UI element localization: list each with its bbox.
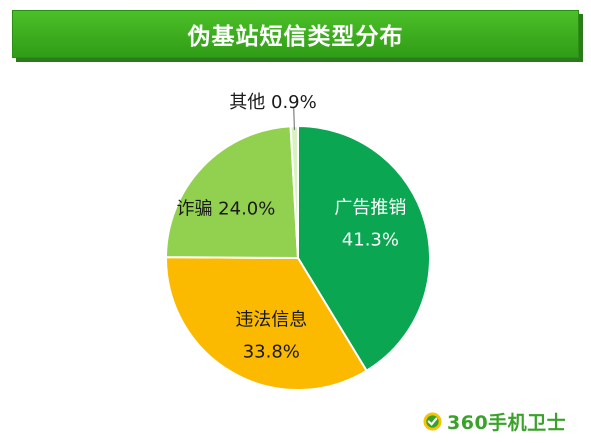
brand-name: 360手机卫士 xyxy=(447,411,567,434)
leader-line-3 xyxy=(293,108,295,131)
pie-slice-0 xyxy=(297,124,431,373)
slice-label-0: 广告推销 xyxy=(334,198,406,219)
pie-slice-1 xyxy=(165,256,368,391)
slice-label-2: 诈骗 24.0% xyxy=(176,199,275,220)
chart-title: 伪基站短信类型分布 xyxy=(187,24,404,50)
brand-watermark: 360手机卫士 xyxy=(423,408,566,434)
slice-label-3: 其他 0.9% xyxy=(229,92,316,113)
title-banner: 伪基站短信类型分布 xyxy=(12,10,579,58)
slice-value-0: 41.3% xyxy=(342,230,399,251)
slice-value-1: 33.8% xyxy=(243,341,300,362)
slice-label-1: 违法信息 xyxy=(235,309,307,330)
pie-slice-2 xyxy=(164,125,300,260)
shield-logo-icon xyxy=(423,411,442,431)
